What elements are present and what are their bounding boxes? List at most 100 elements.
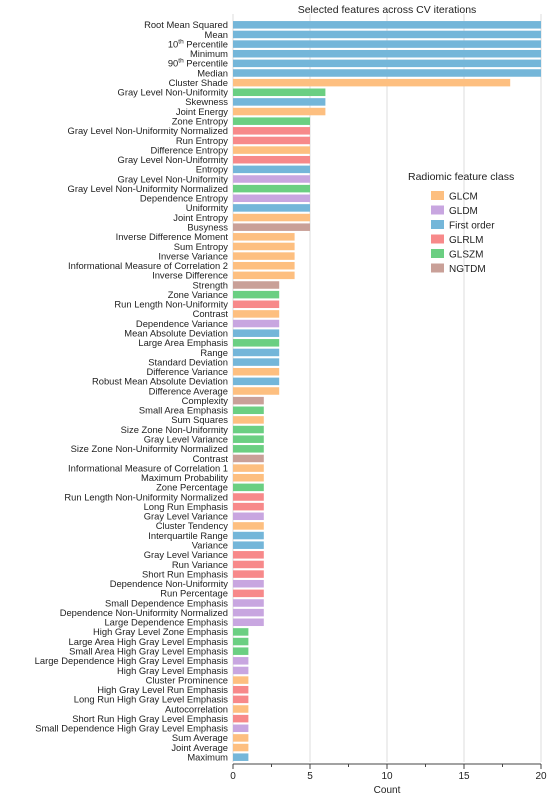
bar (233, 300, 280, 309)
bar (233, 579, 264, 588)
category-label: Dependence Variance (136, 318, 228, 329)
category-label: Large Area High Gray Level Emphasis (69, 636, 229, 647)
category-label: Zone Percentage (156, 482, 228, 493)
chart-title: Selected features across CV iterations (298, 4, 477, 16)
bar (233, 435, 264, 443)
legend-label: First order (449, 221, 495, 232)
bar (233, 647, 249, 655)
category-label: Minimum (190, 48, 228, 59)
bar (233, 98, 326, 106)
legend-swatch (431, 220, 444, 229)
bar (233, 358, 280, 366)
bar (233, 705, 249, 713)
bar (233, 396, 264, 405)
category-label: Small Dependence Emphasis (105, 597, 228, 608)
category-label: Gray Level Non-Uniformity (118, 173, 229, 184)
category-label: Joint Average (171, 742, 228, 753)
bar (233, 445, 264, 453)
bar (233, 107, 326, 116)
category-label: Gray Level Variance (144, 549, 228, 560)
category-label: Large Dependence Emphasis (104, 617, 228, 628)
bar (233, 589, 264, 598)
legend-label: GLCM (449, 192, 478, 203)
category-label: Run Entropy (176, 135, 228, 146)
bar (233, 78, 511, 87)
bar (233, 387, 280, 395)
category-label: Complexity (182, 395, 229, 406)
category-label: Informational Measure of Correlation 1 (68, 462, 228, 473)
category-label: Busyness (187, 221, 228, 232)
category-label: Autocorrelation (165, 703, 228, 714)
bar (233, 724, 249, 733)
bar (233, 59, 541, 68)
category-label: Zone Variance (168, 289, 228, 300)
category-label: Small Area Emphasis (139, 405, 228, 416)
category-label: 10th Percentile (168, 38, 228, 49)
x-tick-label: 10 (381, 771, 393, 782)
category-label: Run Percentage (160, 588, 228, 599)
bar (233, 637, 249, 646)
bar (233, 676, 249, 684)
bar (233, 493, 264, 501)
category-label: Cluster Tendency (156, 520, 229, 531)
bar (233, 242, 295, 251)
category-label: Run Length Non-Uniformity Normalized (64, 491, 228, 502)
bar (233, 685, 249, 694)
category-label: Short Run Emphasis (142, 568, 228, 579)
category-label: Strength (193, 279, 228, 290)
category-label: Gray Level Non-Uniformity (118, 87, 229, 98)
category-label: Size Zone Non-Uniformity Normalized (71, 443, 228, 454)
bar (233, 464, 264, 472)
bar (233, 522, 264, 530)
bar (233, 329, 280, 337)
category-label: High Gray Level Run Emphasis (97, 684, 228, 695)
bar (233, 21, 541, 29)
category-label: Small Area High Gray Level Emphasis (69, 645, 228, 656)
x-tick-label: 0 (230, 771, 236, 782)
bar (233, 184, 310, 193)
bar (233, 233, 295, 241)
bar (233, 483, 264, 492)
category-label: Sum Entropy (174, 241, 229, 252)
bar (233, 666, 249, 675)
category-label: Skewness (185, 96, 228, 107)
bar (233, 416, 264, 424)
category-label: Joint Energy (176, 106, 228, 117)
legend-swatch (431, 234, 444, 244)
category-label: Difference Variance (147, 366, 228, 377)
bar (233, 310, 280, 318)
category-label: Gray Level Variance (144, 433, 228, 444)
category-label: Inverse Difference Moment (116, 231, 229, 242)
legend-label: GLRLM (449, 235, 483, 246)
x-axis-title: Count (374, 785, 401, 796)
category-label: Run Length Non-Uniformity (114, 299, 228, 310)
bar (233, 608, 264, 617)
bar (233, 473, 264, 482)
legend-swatch (431, 249, 444, 258)
category-label: Root Mean Squared (144, 19, 228, 30)
bar (233, 695, 249, 704)
category-label: Large Dependence High Gray Level Emphasi… (35, 655, 229, 666)
category-label: Standard Deviation (148, 356, 228, 367)
bars-group (233, 21, 541, 761)
x-axis: 0 5 10 15 20 (230, 763, 547, 782)
bar (233, 348, 280, 357)
category-label: 90th Percentile (168, 58, 228, 69)
category-label: Dependence Non-Uniformity (110, 578, 229, 589)
bar (233, 753, 249, 761)
legend-label: NGTDM (449, 264, 486, 275)
x-tick-label: 15 (458, 771, 470, 782)
category-label: Short Run High Gray Level Emphasis (72, 713, 228, 724)
category-label: Difference Entropy (151, 144, 229, 155)
category-label: Maximum (187, 751, 228, 762)
bar (233, 743, 249, 752)
bar (233, 281, 280, 289)
category-label: Inverse Difference (152, 270, 228, 281)
category-label: Long Run Emphasis (144, 501, 229, 512)
category-label: High Gray Level Emphasis (117, 665, 228, 676)
category-label: Range (200, 347, 228, 358)
category-label: Difference Average (149, 385, 228, 396)
legend-label: GLSZM (449, 250, 483, 261)
category-label: Long Run High Gray Level Emphasis (74, 694, 229, 705)
